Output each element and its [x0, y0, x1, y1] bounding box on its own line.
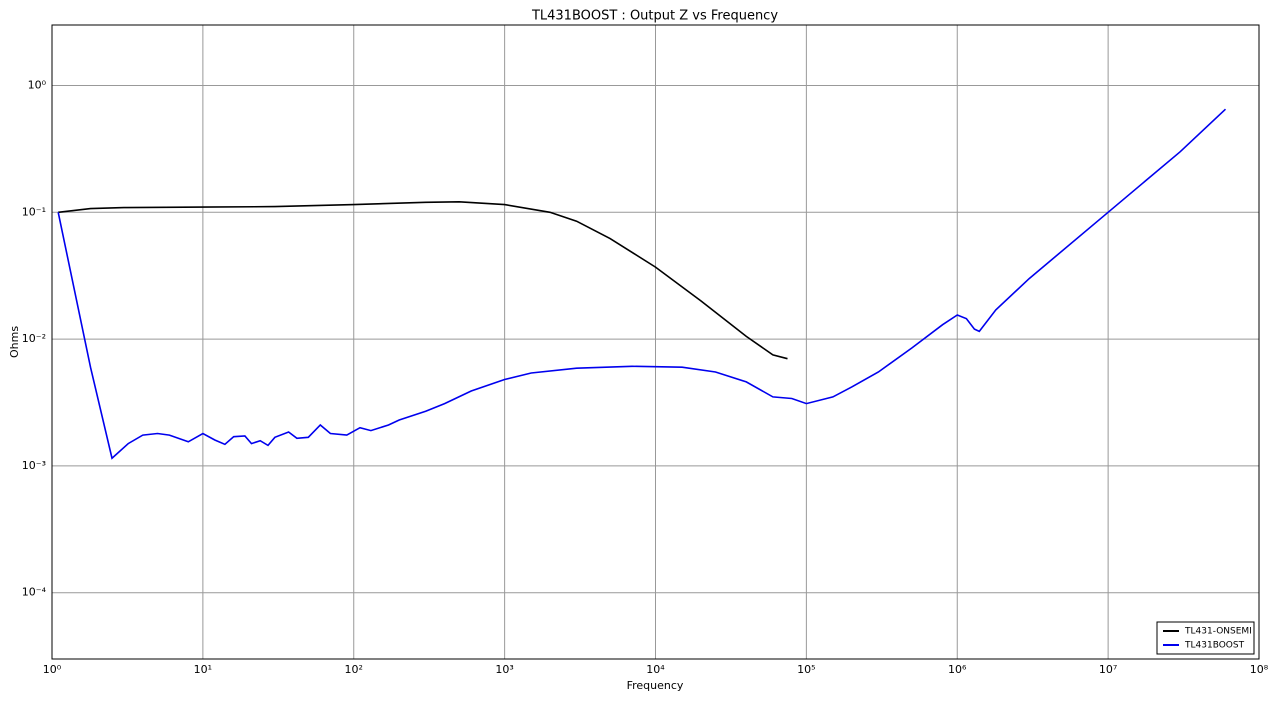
y-tick-label: 10⁻²: [22, 332, 46, 345]
x-tick-label: 10²: [345, 663, 363, 676]
x-tick-label: 10⁰: [43, 663, 62, 676]
plot-frame: [51, 24, 1260, 660]
y-tick-label: 10⁻³: [22, 459, 46, 472]
x-tick-label: 10⁷: [1099, 663, 1117, 676]
legend-label: TL431-ONSEMI: [1184, 627, 1252, 637]
x-tick-label: 10⁶: [948, 663, 967, 676]
x-tick-label: 10⁵: [797, 663, 815, 676]
x-tick-label: 10⁴: [646, 663, 665, 676]
x-tick-label: 10³: [495, 663, 513, 676]
y-tick-label: 10⁻⁴: [22, 586, 47, 599]
series-line: [57, 108, 1227, 460]
x-axis-label: Frequency: [627, 679, 684, 692]
x-tick-label: 10⁸: [1250, 663, 1269, 676]
y-tick-label: 10⁰: [28, 78, 47, 91]
x-tick-label: 10¹: [194, 663, 212, 676]
y-tick-label: 10⁻¹: [22, 205, 46, 218]
legend-label: TL431BOOST: [1184, 641, 1245, 651]
chart-title: TL431BOOST : Output Z vs Frequency: [531, 9, 778, 24]
y-axis-label: Ohms: [8, 326, 21, 358]
series-line: [58, 200, 788, 360]
legend-box: [1156, 621, 1255, 655]
